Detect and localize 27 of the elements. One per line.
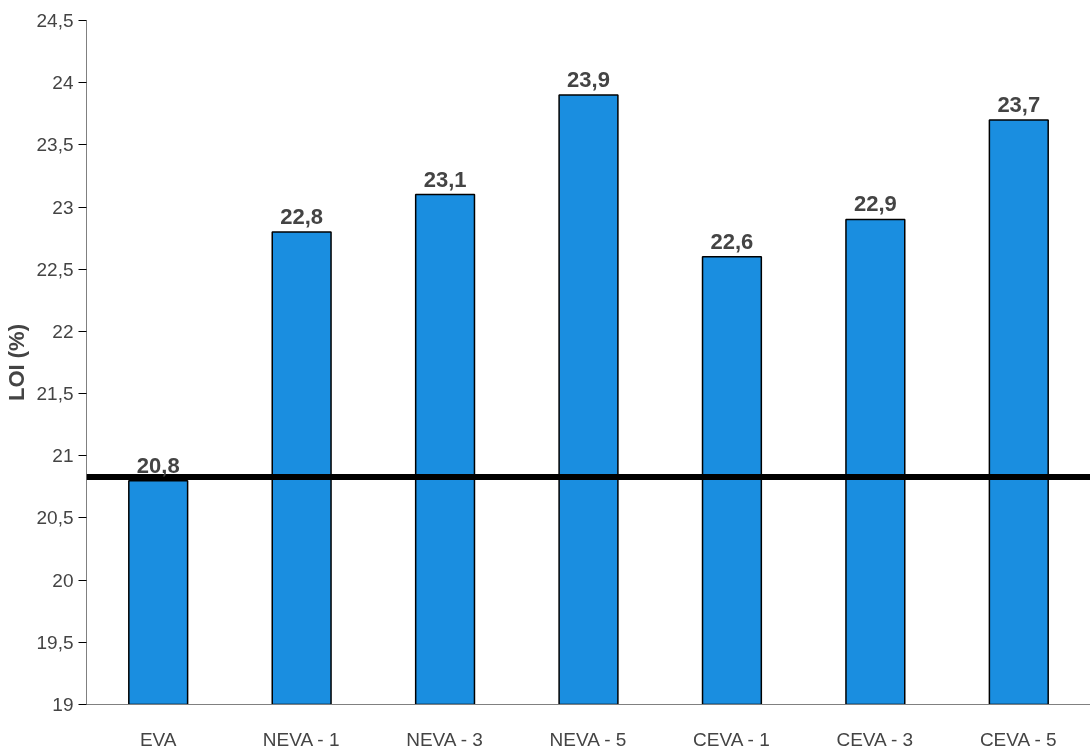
y-tick-label: 21 <box>52 445 74 467</box>
data-label: 22,9 <box>853 191 897 217</box>
y-tick-label: 24,5 <box>36 10 74 31</box>
data-label: 23,9 <box>567 67 610 93</box>
y-tick-label: 23,5 <box>36 134 74 156</box>
x-tick-label: CEVA - 5 <box>979 728 1057 750</box>
x-tick-label: CEVA - 3 <box>836 728 914 750</box>
x-tick-label: CEVA - 1 <box>693 728 770 750</box>
x-tick-label: NEVA - 3 <box>406 728 483 750</box>
data-label: 20,8 <box>136 452 180 478</box>
data-label: 22,8 <box>280 203 324 229</box>
data-label: 23,1 <box>423 166 467 192</box>
y-tick-label: 19 <box>52 694 74 715</box>
x-tick-label: NEVA - 5 <box>549 728 627 750</box>
y-tick-label: 22,5 <box>36 258 74 280</box>
data-label: 22,6 <box>710 228 754 254</box>
y-tick-label: 24 <box>52 72 74 94</box>
y-axis-title: LOI (%) <box>3 323 29 401</box>
y-tick-label: 21,5 <box>36 383 74 405</box>
x-tick-label: NEVA - 1 <box>262 728 340 750</box>
data-label: 23,7 <box>997 91 1041 117</box>
y-tick-label: 22 <box>52 320 74 342</box>
y-tick-label: 23 <box>52 196 74 218</box>
y-tick-label: 20 <box>52 569 74 591</box>
y-tick-label: 20,5 <box>36 507 74 529</box>
x-tick-label: EVA <box>139 728 177 750</box>
y-tick-label: 19,5 <box>36 631 74 653</box>
